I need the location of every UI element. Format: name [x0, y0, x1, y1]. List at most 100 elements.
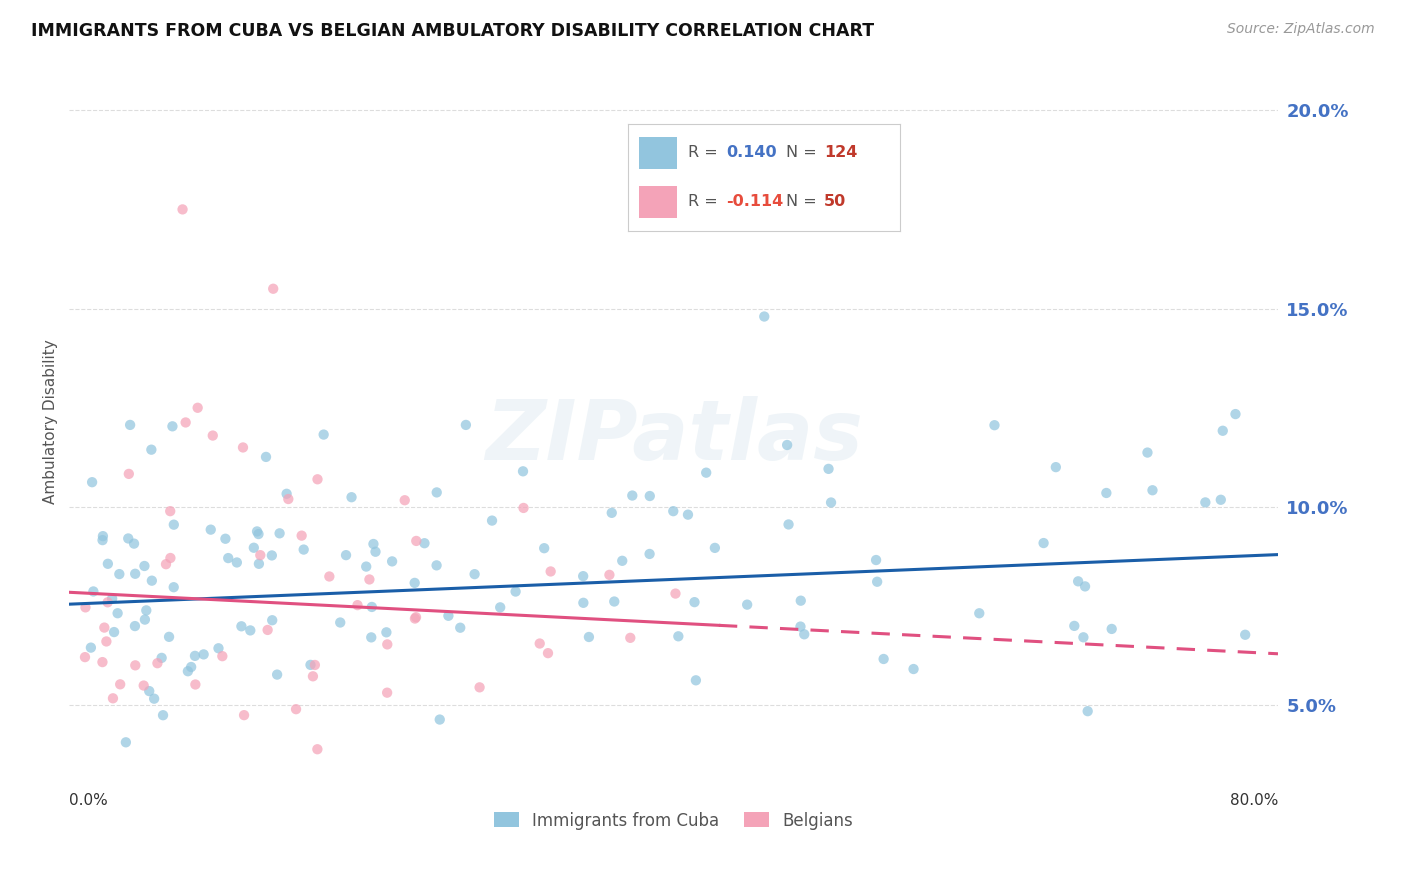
- Point: [101, 691, 124, 706]
- Point: [375, 637, 398, 651]
- Point: [454, 417, 477, 432]
- Point: [292, 542, 315, 557]
- Text: 124: 124: [824, 145, 858, 161]
- Point: [155, 558, 177, 572]
- Point: [1225, 407, 1247, 421]
- Point: [817, 462, 839, 476]
- Point: [638, 547, 661, 561]
- Point: [505, 584, 527, 599]
- Point: [1101, 622, 1123, 636]
- Point: [318, 569, 340, 583]
- Point: [177, 665, 200, 679]
- Point: [405, 610, 427, 624]
- Point: [299, 657, 322, 672]
- Point: [266, 667, 288, 681]
- Point: [360, 599, 382, 614]
- Point: [91, 529, 114, 543]
- Point: [304, 657, 326, 672]
- Point: [512, 464, 534, 478]
- Text: 80.0%: 80.0%: [1230, 793, 1278, 807]
- Point: [180, 660, 202, 674]
- Point: [619, 631, 641, 645]
- Text: 50: 50: [824, 194, 846, 210]
- Point: [260, 549, 283, 563]
- Text: N =: N =: [786, 194, 823, 210]
- Point: [1136, 445, 1159, 459]
- Point: [676, 508, 699, 522]
- Point: [683, 595, 706, 609]
- Point: [256, 623, 278, 637]
- Point: [354, 559, 377, 574]
- Point: [375, 625, 398, 640]
- Point: [146, 657, 169, 671]
- Point: [162, 419, 184, 434]
- Point: [512, 500, 534, 515]
- Point: [117, 532, 139, 546]
- Text: N =: N =: [786, 145, 823, 161]
- Point: [572, 569, 595, 583]
- Point: [291, 528, 314, 542]
- Point: [249, 548, 271, 562]
- Point: [346, 598, 368, 612]
- Point: [394, 493, 416, 508]
- Point: [790, 593, 813, 607]
- Point: [464, 567, 486, 582]
- Point: [307, 742, 329, 756]
- Point: [201, 428, 224, 442]
- Point: [174, 416, 197, 430]
- Text: -0.114: -0.114: [725, 194, 783, 210]
- Point: [187, 401, 209, 415]
- Point: [638, 489, 661, 503]
- Point: [1194, 495, 1216, 509]
- Point: [101, 591, 124, 606]
- Point: [449, 621, 471, 635]
- Point: [134, 613, 156, 627]
- Point: [1095, 486, 1118, 500]
- Point: [967, 607, 990, 621]
- Point: [903, 662, 925, 676]
- Point: [329, 615, 352, 630]
- Point: [93, 621, 115, 635]
- Point: [1032, 536, 1054, 550]
- Point: [363, 537, 385, 551]
- Point: [866, 574, 889, 589]
- Bar: [638, 137, 678, 169]
- Bar: [638, 186, 678, 218]
- Point: [666, 629, 689, 643]
- Point: [603, 594, 626, 608]
- Point: [141, 574, 163, 588]
- Point: [872, 652, 894, 666]
- Point: [163, 517, 186, 532]
- Point: [426, 558, 449, 573]
- Point: [1067, 574, 1090, 589]
- Point: [778, 517, 800, 532]
- Text: 0.0%: 0.0%: [69, 793, 108, 807]
- Point: [481, 514, 503, 528]
- Y-axis label: Ambulatory Disability: Ambulatory Disability: [44, 339, 58, 504]
- Point: [360, 631, 382, 645]
- Point: [489, 600, 512, 615]
- Point: [107, 606, 129, 620]
- Point: [80, 640, 103, 655]
- Point: [124, 619, 146, 633]
- Point: [302, 669, 325, 683]
- Point: [96, 634, 118, 648]
- Text: ZIPatlas: ZIPatlas: [485, 396, 862, 477]
- Point: [193, 648, 215, 662]
- Point: [404, 575, 426, 590]
- Point: [695, 466, 717, 480]
- Point: [225, 556, 247, 570]
- Point: [233, 708, 256, 723]
- Point: [132, 679, 155, 693]
- Point: [1234, 628, 1257, 642]
- Point: [335, 548, 357, 562]
- Point: [405, 533, 427, 548]
- Point: [108, 567, 131, 582]
- Text: R =: R =: [688, 145, 723, 161]
- Point: [232, 441, 254, 455]
- Point: [138, 684, 160, 698]
- Point: [340, 490, 363, 504]
- Point: [269, 526, 291, 541]
- Point: [120, 417, 142, 432]
- Point: [277, 491, 299, 506]
